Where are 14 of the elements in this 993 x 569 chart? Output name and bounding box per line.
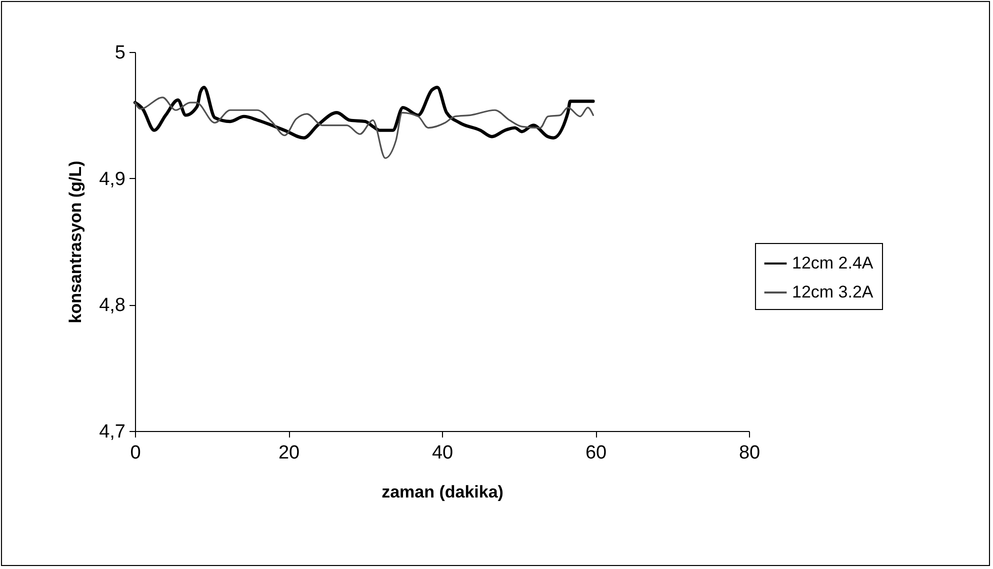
legend-label: 12cm 2.4A xyxy=(792,254,874,272)
x-tick-label: 80 xyxy=(738,442,760,464)
y-tick-label: 4,8 xyxy=(99,295,126,316)
x-tick-label: 60 xyxy=(585,442,607,464)
x-tick-label: 0 xyxy=(130,442,141,464)
x-axis-title: zaman (dakika) xyxy=(382,482,504,502)
x-tick-label: 40 xyxy=(432,442,454,464)
y-tick-label: 4,9 xyxy=(99,168,126,190)
y-tick-label: 4,7 xyxy=(99,422,126,442)
legend-label: 12cm 3.2A xyxy=(792,282,874,302)
y-tick-label: 5 xyxy=(114,42,126,64)
line-series xyxy=(134,96,594,159)
y-axis-title: konsantrasyon (g/L) xyxy=(66,160,86,324)
x-tick-label: 20 xyxy=(278,442,300,464)
